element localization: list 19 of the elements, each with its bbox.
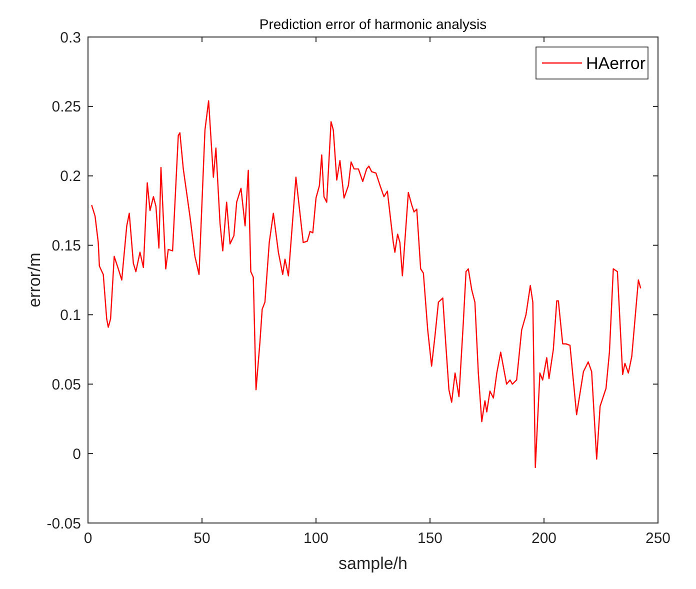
x-axis-title: sample/h xyxy=(338,554,408,573)
y-tick-label: 0.25 xyxy=(52,98,81,116)
y-tick-label: 0.3 xyxy=(60,29,81,46)
y-tick-label: 0.05 xyxy=(52,376,81,394)
y-tick-label: 0 xyxy=(72,446,81,463)
x-tick-label: 50 xyxy=(194,530,210,547)
legend-label: HAerror xyxy=(586,54,646,73)
chart-title: Prediction error of harmonic analysis xyxy=(259,16,487,32)
y-axis-title: error/m xyxy=(25,252,44,308)
x-tick-label: 200 xyxy=(531,530,557,547)
y-tick-label: -0.05 xyxy=(46,515,81,532)
x-tick-label: 0 xyxy=(84,530,92,547)
y-tick-label: 0.2 xyxy=(60,168,81,186)
y-tick-label: 0.15 xyxy=(52,238,81,255)
x-tick-label: 100 xyxy=(303,530,329,547)
y-tick-label: 0.1 xyxy=(60,306,81,324)
x-tick-label: 150 xyxy=(417,530,443,547)
line-series xyxy=(91,100,642,468)
x-tick-label: 250 xyxy=(645,530,671,547)
